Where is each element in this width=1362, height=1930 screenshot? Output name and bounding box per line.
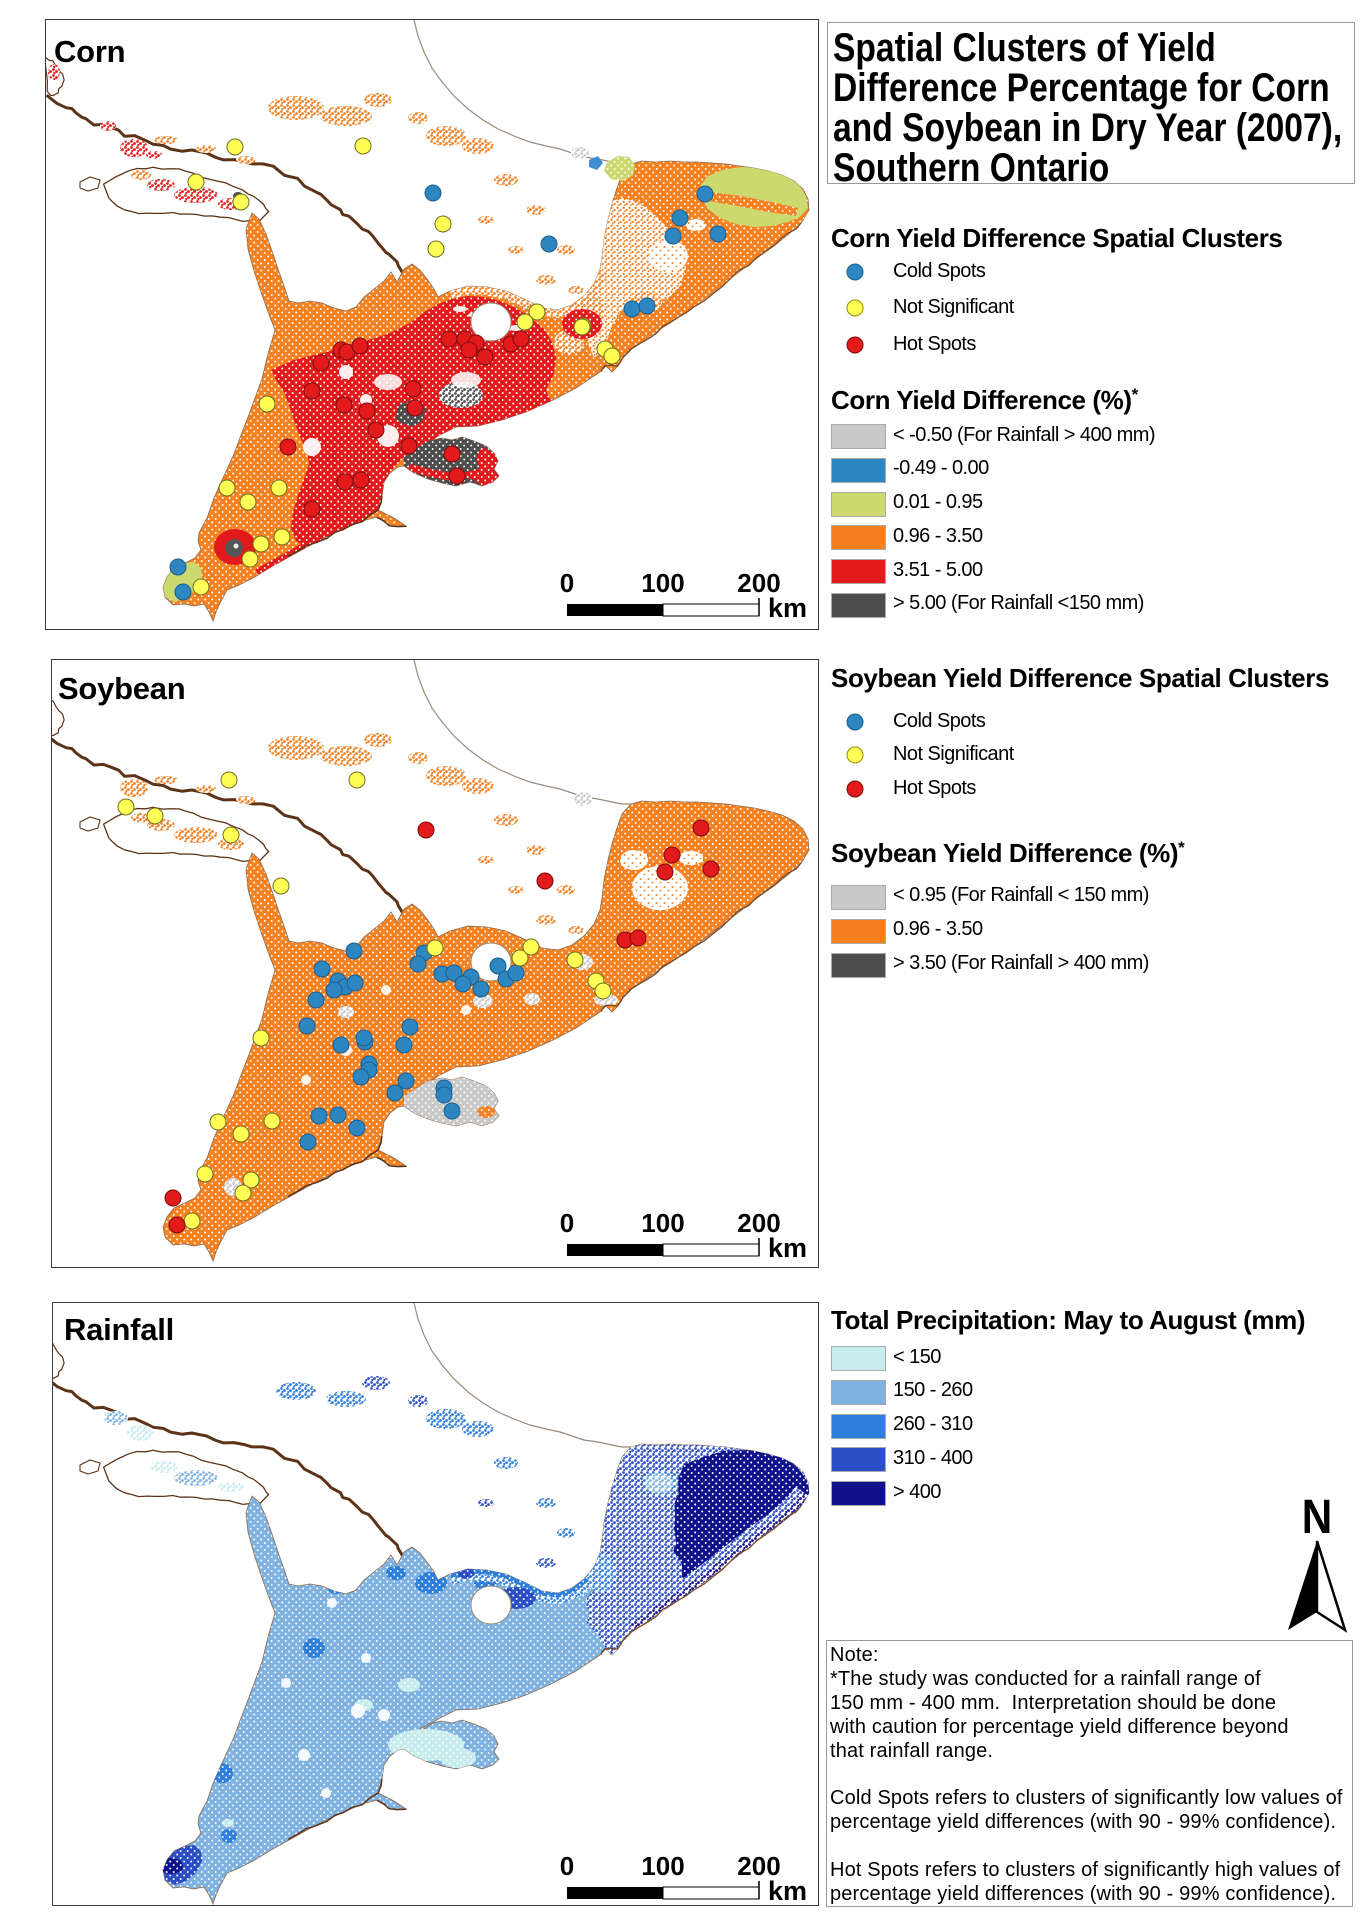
svg-text:100: 100: [641, 1208, 684, 1238]
svg-text:km: km: [768, 593, 807, 623]
svg-text:km: km: [768, 1876, 807, 1906]
svg-text:0: 0: [560, 1208, 574, 1238]
svg-text:100: 100: [641, 1851, 684, 1881]
svg-text:0: 0: [560, 1851, 574, 1881]
svg-text:200: 200: [737, 1851, 780, 1881]
svg-text:0: 0: [560, 568, 574, 598]
svg-text:100: 100: [641, 568, 684, 598]
svg-text:200: 200: [737, 1208, 780, 1238]
svg-text:200: 200: [737, 568, 780, 598]
svg-text:km: km: [768, 1233, 807, 1263]
